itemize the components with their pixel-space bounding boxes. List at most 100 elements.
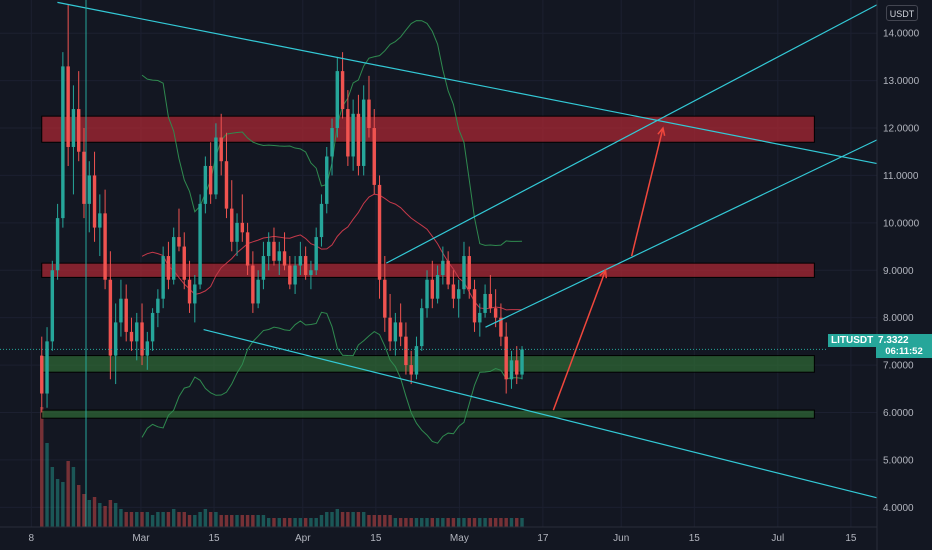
candle-body: [208, 165, 213, 195]
volume-bar: [509, 518, 514, 527]
candle-body: [388, 317, 392, 342]
volume-bar: [103, 506, 107, 527]
volume-bar: [298, 518, 303, 527]
trendlines[interactable]: [57, 1, 878, 499]
volume-bar: [203, 509, 208, 527]
volume-bar: [388, 515, 392, 527]
volume-bar: [393, 518, 398, 527]
currency-badge[interactable]: USDT: [886, 5, 918, 21]
price-tick-label: 11.0000: [883, 171, 919, 182]
candle-body: [61, 66, 65, 219]
candle-body: [467, 256, 471, 290]
time-axis[interactable]: 8 Mar 15 Apr 15 May 17 Jun 15 Jul 15: [29, 533, 857, 544]
volume-bar: [166, 512, 171, 527]
volume-bar: [98, 503, 102, 527]
arrow-head: [599, 268, 608, 279]
price-tick-label: 6.0000: [883, 408, 914, 419]
volume-bar: [193, 515, 197, 527]
volume-bar: [398, 518, 403, 527]
volume-bar: [441, 518, 445, 527]
volume-bar: [288, 518, 292, 527]
candle-body: [45, 341, 49, 394]
candle-body: [372, 128, 376, 185]
trendline: [57, 1, 878, 165]
resistance-zone: [41, 115, 815, 143]
volume-bar: [488, 518, 493, 527]
volume-bar: [504, 518, 508, 527]
candle-body: [277, 251, 281, 261]
candle-body: [240, 222, 245, 233]
price-axis[interactable]: 4.0000 5.0000 6.0000 7.0000 8.0000 9.0000 10.0…: [883, 29, 920, 514]
candle-body: [129, 331, 134, 342]
candle-body: [230, 208, 234, 242]
candle-body: [76, 109, 81, 152]
candle-body: [40, 355, 44, 394]
volume-bar: [245, 515, 250, 527]
volume-bar: [119, 509, 123, 527]
candle-body: [103, 213, 107, 280]
candle-body: [145, 341, 150, 356]
volume-bar: [230, 515, 234, 527]
candle-body: [156, 298, 160, 313]
candle-body: [256, 279, 260, 304]
volume-bar: [251, 515, 255, 527]
volume-bar: [82, 494, 86, 527]
volume-bar: [309, 518, 313, 527]
candle-body: [71, 109, 76, 147]
volume-bar: [277, 518, 281, 527]
volume-bar: [135, 512, 139, 527]
candle-body: [520, 349, 524, 375]
candle-body: [245, 232, 250, 266]
time-tick-label: 15: [370, 533, 382, 544]
candle-body: [446, 260, 450, 285]
volume-bar: [446, 518, 450, 527]
volume-bar: [256, 515, 260, 527]
trendline: [203, 328, 878, 499]
resistance-zone: [41, 262, 815, 278]
candle-body: [293, 265, 297, 285]
bollinger-lower-band: [141, 311, 523, 444]
projection-arrows[interactable]: [552, 126, 666, 411]
moving-average-line: [141, 193, 523, 311]
time-tick-label: 15: [689, 533, 701, 544]
candle-body: [340, 71, 345, 110]
arrow-shaft: [630, 127, 664, 257]
volume-bar: [404, 518, 408, 527]
volume-bar: [240, 515, 245, 527]
candle-body: [113, 322, 118, 356]
volume-bar: [219, 515, 223, 527]
price-tick-label: 10.0000: [883, 218, 920, 229]
volume-bar: [214, 512, 218, 527]
candle-body: [272, 241, 276, 261]
candle-body: [161, 256, 165, 299]
volume-bar: [319, 515, 324, 527]
volume-bar: [377, 515, 382, 527]
candle-body: [203, 165, 208, 204]
trendline: [485, 139, 878, 328]
candle-body: [398, 322, 403, 337]
volume-bar: [451, 518, 456, 527]
candle-body: [261, 256, 266, 280]
candle-body: [356, 113, 361, 166]
candle-body: [177, 237, 181, 247]
candle-body: [303, 256, 308, 275]
volume-bar: [346, 512, 350, 527]
candle-body: [515, 360, 519, 375]
volume-bar: [129, 512, 134, 527]
volume-bar: [330, 512, 334, 527]
candle-body: [441, 260, 445, 275]
volume-bar: [92, 497, 97, 527]
candle-body: [351, 113, 355, 157]
volume-bar: [420, 518, 424, 527]
candle-body: [266, 241, 271, 257]
candle-body: [187, 279, 192, 304]
price-tick-label: 12.0000: [883, 124, 920, 135]
candle-body: [235, 222, 239, 242]
price-zones[interactable]: [41, 115, 815, 419]
volume-bar: [171, 509, 176, 527]
candle-body: [124, 298, 128, 332]
candle-body: [472, 289, 477, 323]
candlesticks: [40, 4, 524, 413]
arrow-head: [657, 126, 666, 136]
